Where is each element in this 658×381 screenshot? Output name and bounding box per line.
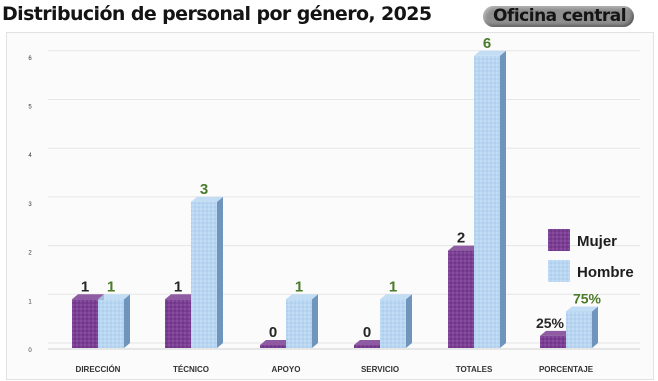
x-tick-label: TÉCNICO xyxy=(173,365,209,374)
y-tick-label: 3 xyxy=(28,202,32,208)
bar-top-face xyxy=(286,294,318,300)
title-bar: Distribución de personal por género, 202… xyxy=(0,0,658,36)
data-label-hombre: 6 xyxy=(483,35,491,52)
data-label-mujer: 0 xyxy=(363,324,371,341)
bar-side-face xyxy=(312,294,318,348)
data-label-hombre: 75% xyxy=(573,290,602,306)
bar-front-face xyxy=(354,345,380,348)
y-tick-label: 1 xyxy=(28,299,32,305)
bar-hombre xyxy=(286,294,318,348)
bar-front-face xyxy=(165,299,191,348)
bar-top-face xyxy=(354,340,386,345)
bar-hombre xyxy=(98,294,130,348)
bar-top-face xyxy=(72,294,104,300)
bar-top-face xyxy=(566,306,598,312)
x-tick-label: APOYO xyxy=(272,365,301,374)
bar-front-face xyxy=(286,299,312,348)
bar-layer xyxy=(72,50,598,349)
bar-top-face xyxy=(474,50,506,56)
bar-top-face xyxy=(191,196,223,202)
legend-item-mujer: Mujer xyxy=(548,229,617,251)
x-tick-label: TOTALES xyxy=(456,365,493,374)
y-axis-ticks: 0 1 2 3 4 5 6 xyxy=(28,56,32,354)
bar-top-face xyxy=(380,294,412,300)
bar-front-face xyxy=(566,311,592,348)
x-tick-label: DIRECCIÓN xyxy=(76,365,121,374)
x-axis-labels: DIRECCIÓN TÉCNICO APOYO SERVICIO TOTALES PORC… xyxy=(76,365,594,374)
office-badge: Oficina central xyxy=(483,6,635,27)
bar-front-face xyxy=(72,299,98,348)
bar-front-face xyxy=(474,55,500,349)
bar-hombre xyxy=(191,196,223,348)
bar-side-face xyxy=(592,306,598,348)
data-label-hombre: 1 xyxy=(295,278,303,295)
bar-front-face xyxy=(98,299,124,348)
bar-side-face xyxy=(124,294,130,348)
data-label-hombre: 1 xyxy=(389,278,397,295)
data-label-mujer: 0 xyxy=(269,324,277,341)
y-tick-label: 5 xyxy=(28,105,32,111)
bar-side-face xyxy=(217,196,223,348)
y-tick-label: 4 xyxy=(28,153,32,159)
bar-front-face xyxy=(448,250,474,348)
bar-side-face xyxy=(500,50,506,349)
data-labels: 1 1 1 3 0 1 0 1 2 6 25% 75% xyxy=(81,35,602,341)
legend-label: Mujer xyxy=(577,233,617,250)
bar-hombre xyxy=(380,294,412,348)
data-label-hombre: 3 xyxy=(200,181,208,198)
legend: Mujer Hombre xyxy=(548,229,634,282)
legend-swatch xyxy=(548,260,570,282)
legend-swatch xyxy=(548,229,570,251)
bar-top-face xyxy=(98,294,130,300)
y-tick-label: 2 xyxy=(28,251,32,257)
bar-top-face xyxy=(165,294,197,300)
bar-side-face xyxy=(406,294,412,348)
legend-label: Hombre xyxy=(577,264,634,281)
y-tick-label: 6 xyxy=(28,56,32,62)
data-label-mujer: 25% xyxy=(536,315,565,331)
y-tick-label: 0 xyxy=(28,348,32,354)
bar-top-face xyxy=(448,245,480,251)
data-label-mujer: 1 xyxy=(174,278,182,295)
bar-hombre xyxy=(474,50,506,349)
data-label-hombre: 1 xyxy=(107,278,115,295)
bar-front-face xyxy=(380,299,406,348)
bar-top-face xyxy=(260,340,292,345)
bar-front-face xyxy=(260,345,286,348)
bar-hombre xyxy=(566,306,598,348)
chart-title: Distribución de personal por género, 202… xyxy=(2,3,432,25)
data-label-mujer: 1 xyxy=(81,278,89,295)
x-tick-label: SERVICIO xyxy=(361,365,399,374)
bar-front-face xyxy=(540,335,566,348)
x-tick-label: PORCENTAJE xyxy=(539,365,594,374)
legend-item-hombre: Hombre xyxy=(548,260,634,282)
data-label-mujer: 2 xyxy=(457,230,465,247)
bar-front-face xyxy=(191,201,217,348)
grid-layer xyxy=(48,50,640,350)
bar-top-face xyxy=(540,330,572,336)
